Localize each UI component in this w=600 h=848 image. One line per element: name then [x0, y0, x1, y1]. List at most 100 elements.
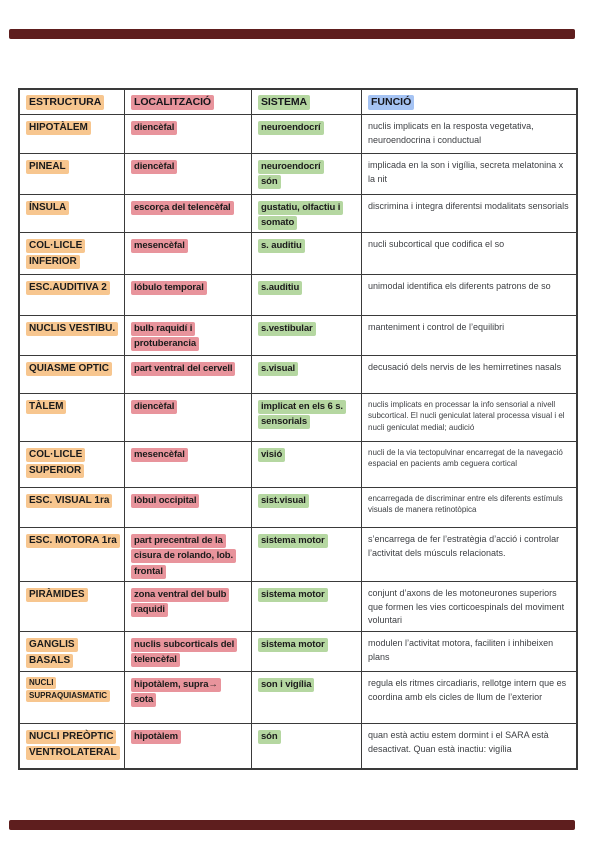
localitzacio-text: zona ventral del bulb raquidi [131, 588, 230, 618]
sistema-text: sistema motor [258, 588, 328, 602]
sistema-text: són [258, 730, 281, 744]
estructura-text: PIRÀMIDES [26, 588, 88, 602]
estructura-text: NUCLIS VESTIBU. [26, 322, 119, 336]
cell-localitzacio: bulb raquidí i protuberancia [125, 316, 252, 356]
localitzacio-text: diencèfal [131, 121, 178, 135]
funcio-text: manteniment i control de l’equilibri [368, 322, 505, 332]
cell-estructura: GANGLIS BASALS [20, 632, 125, 672]
cell-localitzacio: diencèfal [125, 154, 252, 195]
sistema-text: neuroendocrí [258, 121, 324, 135]
cell-sistema: sistema motor [252, 632, 362, 672]
funcio-text: decusació dels nervis de les hemirretine… [368, 362, 562, 372]
cell-estructura: COL·LICLE SUPERIOR [20, 442, 125, 488]
sistema-text: son i vigília [258, 678, 315, 692]
cell-estructura: ESC. MOTORA 1ra [20, 528, 125, 582]
localitzacio-text: nuclis subcorticals del telencèfal [131, 638, 238, 668]
funcio-text: encarregada de discriminar entre els dif… [368, 494, 563, 515]
cell-funcio: nuclis implicats en processar la info se… [362, 394, 576, 442]
cell-localitzacio: mesencèfal [125, 442, 252, 488]
localitzacio-text: bulb raquidí i protuberancia [131, 322, 200, 352]
cell-sistema: son i vigília [252, 672, 362, 724]
cell-estructura: COL·LICLE INFERIOR [20, 233, 125, 275]
header-funcio: FUNCIÓ [362, 90, 576, 115]
cell-localitzacio: part precentral de la cisura de rolando,… [125, 528, 252, 582]
funcio-text: quan està actiu estem dormint i el SARA … [368, 730, 549, 754]
localitzacio-text: lóbulo temporal [131, 281, 207, 295]
sistema-text: sistema motor [258, 534, 328, 548]
estructura-text: ESC. MOTORA 1ra [26, 534, 120, 548]
cell-sistema: neuroendocrí [252, 115, 362, 154]
funcio-text: discrimina i integra diferentsi modalita… [368, 201, 569, 211]
cell-localitzacio: escorça del telencèfal [125, 195, 252, 233]
sistema-text: sist.visual [258, 494, 309, 508]
notes-table: ESTRUCTURA LOCALITZACIÓ SISTEMA FUNCIÓ H… [18, 88, 578, 770]
cell-sistema: visió [252, 442, 362, 488]
cell-localitzacio: zona ventral del bulb raquidi [125, 582, 252, 632]
cell-funcio: conjunt d’axons de les motoneurones supe… [362, 582, 576, 632]
cell-funcio: encarregada de discriminar entre els dif… [362, 488, 576, 528]
funcio-text: nucli de la via tectopulvinar encarregat… [368, 448, 563, 469]
cell-funcio: nucli de la via tectopulvinar encarregat… [362, 442, 576, 488]
cell-localitzacio: hipotàlem, supra→ sota [125, 672, 252, 724]
sistema-text: visió [258, 448, 286, 462]
estructura-text: NUCLI PREÒPTIC VENTROLATERAL [26, 730, 120, 761]
cell-funcio: manteniment i control de l’equilibri [362, 316, 576, 356]
estructura-text: TÀLEM [26, 400, 67, 414]
cell-sistema: s.visual [252, 356, 362, 394]
header-sistema-text: SISTEMA [258, 95, 310, 110]
cell-localitzacio: mesencèfal [125, 233, 252, 275]
cell-funcio: implicada en la son i vigília, secreta m… [362, 154, 576, 195]
cell-localitzacio: diencèfal [125, 394, 252, 442]
funcio-text: modulen l’activitat motora, faciliten i … [368, 638, 554, 662]
redacted-banner-bottom [9, 820, 575, 830]
sistema-text: neuroendocrí són [258, 160, 324, 190]
localitzacio-text: diencèfal [131, 400, 178, 414]
header-sistema: SISTEMA [252, 90, 362, 115]
header-localitzacio: LOCALITZACIÓ [125, 90, 252, 115]
cell-sistema: gustatiu, olfactiu i somato [252, 195, 362, 233]
cell-estructura: NUCLIS VESTIBU. [20, 316, 125, 356]
cell-localitzacio: hipotàlem [125, 724, 252, 768]
cell-sistema: s.auditiu [252, 275, 362, 316]
sistema-text: s.visual [258, 362, 299, 376]
estructura-text: PINEAL [26, 160, 69, 174]
funcio-text: implicada en la son i vigília, secreta m… [368, 160, 564, 184]
cell-estructura: QUIASME OPTIC [20, 356, 125, 394]
cell-localitzacio: lòbul occipital [125, 488, 252, 528]
cell-estructura: ESC.AUDITIVA 2 [20, 275, 125, 316]
cell-funcio: modulen l’activitat motora, faciliten i … [362, 632, 576, 672]
cell-funcio: regula els ritmes circadiaris, rellotge … [362, 672, 576, 724]
redacted-banner-top [9, 29, 575, 39]
cell-funcio: unimodal identifica els diferents patron… [362, 275, 576, 316]
cell-sistema: s.vestibular [252, 316, 362, 356]
localitzacio-text: diencèfal [131, 160, 178, 174]
sistema-text: gustatiu, olfactiu i somato [258, 201, 344, 231]
estructura-text: NUCLI SUPRAQUIASMATIC [26, 677, 111, 702]
cell-estructura: ÍNSULA [20, 195, 125, 233]
cell-estructura: NUCLI SUPRAQUIASMATIC [20, 672, 125, 724]
cell-estructura: ESC. VISUAL 1ra [20, 488, 125, 528]
localitzacio-text: escorça del telencèfal [131, 201, 234, 215]
localitzacio-text: part precentral de la cisura de rolando,… [131, 534, 237, 579]
cell-localitzacio: diencèfal [125, 115, 252, 154]
estructura-text: ESC.AUDITIVA 2 [26, 281, 110, 295]
localitzacio-text: part ventral del cervell [131, 362, 236, 376]
funcio-text: regula els ritmes circadiaris, rellotge … [368, 678, 567, 702]
estructura-text: QUIASME OPTIC [26, 362, 113, 376]
estructura-text: GANGLIS BASALS [26, 638, 78, 669]
sistema-text: implicat en els 6 s. sensorials [258, 400, 346, 430]
cell-funcio: nuclis implicats en la resposta vegetati… [362, 115, 576, 154]
funcio-text: nuclis implicats en processar la info se… [368, 400, 565, 432]
funcio-text: nucli subcortical que codifica el so [368, 239, 505, 249]
cell-localitzacio: nuclis subcorticals del telencèfal [125, 632, 252, 672]
funcio-text: conjunt d’axons de les motoneurones supe… [368, 588, 565, 625]
cell-sistema: neuroendocrí són [252, 154, 362, 195]
estructura-text: ÍNSULA [26, 201, 70, 215]
localitzacio-text: mesencèfal [131, 448, 188, 462]
cell-estructura: PINEAL [20, 154, 125, 195]
estructura-text: HIPOTÀLEM [26, 121, 91, 135]
header-estructura-text: ESTRUCTURA [26, 95, 105, 110]
sistema-text: s. auditiu [258, 239, 305, 253]
sistema-text: sistema motor [258, 638, 328, 652]
cell-localitzacio: lóbulo temporal [125, 275, 252, 316]
